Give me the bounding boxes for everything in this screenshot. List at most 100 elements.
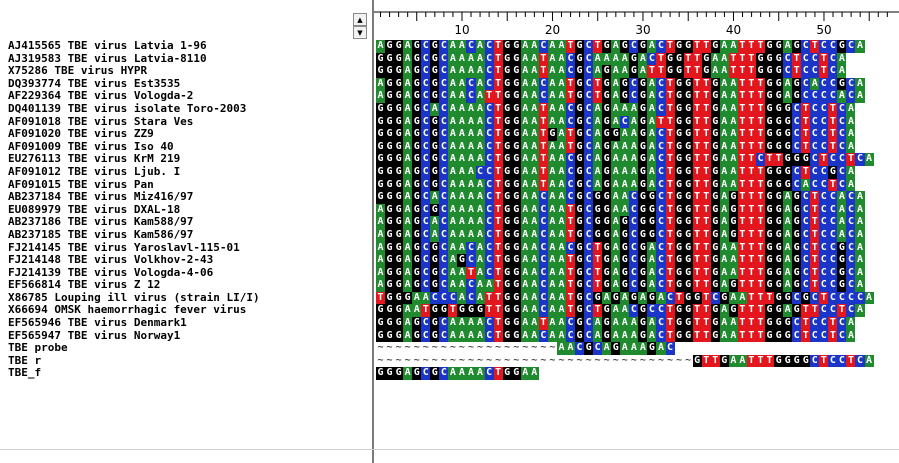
base-G: G bbox=[774, 52, 784, 66]
base-A: A bbox=[457, 165, 467, 179]
sequence-name[interactable]: DQ393774 TBE virus Est3535 bbox=[8, 76, 181, 90]
sequence-name[interactable]: EF565946 TBE virus Denmark1 bbox=[8, 316, 187, 330]
base-C: C bbox=[421, 128, 431, 141]
base-C: C bbox=[828, 266, 838, 280]
sequence-name[interactable]: AJ415565 TBE virus Latvia 1-96 bbox=[8, 39, 207, 52]
sequence-name[interactable]: X75286 TBE virus HYPR bbox=[8, 64, 148, 78]
base-G: G bbox=[412, 266, 422, 280]
base-G: G bbox=[611, 342, 621, 355]
base-G: G bbox=[394, 291, 404, 305]
base-T: T bbox=[710, 354, 720, 368]
base-T: T bbox=[493, 153, 503, 166]
base-C: C bbox=[801, 203, 811, 217]
base-C: C bbox=[656, 317, 666, 330]
sequence-name[interactable]: AB237186 TBE virus Kam588/97 bbox=[8, 215, 194, 229]
sequence-name[interactable]: AB237184 TBE virus Miz416/97 bbox=[8, 190, 194, 204]
base-A: A bbox=[647, 241, 657, 255]
base-A: A bbox=[611, 304, 621, 318]
gap: ~ bbox=[440, 354, 447, 366]
base-A: A bbox=[647, 128, 657, 141]
panel-divider[interactable] bbox=[372, 0, 374, 463]
base-G: G bbox=[394, 228, 404, 242]
base-A: A bbox=[475, 317, 485, 330]
scroll-up-arrow-icon[interactable]: ▲ bbox=[353, 13, 367, 26]
base-T: T bbox=[746, 304, 756, 318]
base-C: C bbox=[783, 65, 793, 78]
base-T: T bbox=[493, 203, 503, 217]
sequence-name[interactable]: AF091018 TBE virus Stara Ves bbox=[8, 114, 194, 128]
base-A: A bbox=[629, 165, 639, 179]
base-G: G bbox=[593, 203, 603, 217]
sequence-row[interactable]: ~ ~ ~ ~ ~ ~ ~ ~ ~ ~ ~ ~ ~ ~ ~ ~ ~ ~ ~ ~ ~ ~ ~ ~ ~ ~ ~ ~ ~ ~ ~ ~ ~ ~ ~ G T T G A… bbox=[376, 354, 899, 368]
base-C: C bbox=[846, 266, 856, 280]
sequence-name[interactable]: EF566814 TBE virus Z 12 bbox=[8, 278, 161, 292]
sequence-name[interactable]: FJ214148 TBE virus Volkhov-2-43 bbox=[8, 253, 214, 267]
base-A: A bbox=[547, 178, 557, 192]
sequence-name[interactable]: X86785 Louping ill virus (strain LI/I) bbox=[8, 290, 260, 304]
base-G: G bbox=[502, 140, 512, 154]
base-T: T bbox=[665, 228, 675, 242]
base-C: C bbox=[828, 354, 838, 368]
sequence-name[interactable]: FJ214139 TBE virus Vologda-4-06 bbox=[8, 265, 214, 279]
sequence-name[interactable]: X66694 OMSK haemorrhagic fever virus bbox=[8, 303, 247, 317]
base-G: G bbox=[376, 304, 386, 318]
sequence-name[interactable]: FJ214145 TBE virus Yaroslavl-115-01 bbox=[8, 240, 240, 254]
sequence-name[interactable]: TBE r bbox=[8, 353, 42, 367]
sequence-name[interactable]: TBE probe bbox=[8, 341, 68, 355]
base-A: A bbox=[529, 266, 539, 280]
base-G: G bbox=[638, 228, 648, 242]
sequence-name[interactable]: AF091012 TBE virus Ljub. I bbox=[8, 164, 181, 178]
gap: ~ bbox=[404, 342, 411, 354]
sequence-name[interactable]: AB237185 TBE virus Kam586/97 bbox=[8, 227, 194, 241]
sequence-name[interactable]: AF091020 TBE virus ZZ9 bbox=[8, 127, 154, 141]
base-T: T bbox=[692, 40, 702, 53]
base-C: C bbox=[629, 254, 639, 267]
sequence-row[interactable]: ~ ~ ~ ~ ~ ~ ~ ~ ~ ~ ~ ~ ~ ~ ~ ~ ~ ~ ~ ~ A A C G C A G A A A G A C bbox=[376, 342, 899, 355]
base-C: C bbox=[484, 216, 494, 229]
sequence-name[interactable]: EU276113 TBE virus KrM 219 bbox=[8, 152, 181, 166]
sequence-name[interactable]: EF565947 TBE virus Norway1 bbox=[8, 328, 181, 342]
base-G: G bbox=[611, 291, 621, 305]
scroll-down-arrow-icon[interactable]: ▼ bbox=[353, 26, 367, 39]
sequence-name[interactable]: AF229364 TBE virus Vologda-2 bbox=[8, 89, 194, 103]
base-A: A bbox=[475, 279, 485, 292]
base-G: G bbox=[774, 191, 784, 204]
base-A: A bbox=[529, 102, 539, 116]
sequence-name[interactable]: AJ319583 TBE virus Latvia-8110 bbox=[8, 51, 207, 65]
sequence-name[interactable]: EU089979 TBE virus DXAL-18 bbox=[8, 202, 181, 216]
base-A: A bbox=[475, 241, 485, 255]
sequence-name[interactable]: AF091009 TBE virus Iso 40 bbox=[8, 139, 174, 153]
base-G: G bbox=[575, 165, 585, 179]
base-C: C bbox=[584, 191, 594, 204]
base-A: A bbox=[520, 228, 530, 242]
sequence-name[interactable]: AF091015 TBE virus Pan bbox=[8, 177, 154, 191]
sequence-name[interactable]: TBE_f bbox=[8, 366, 42, 380]
sequence-name[interactable]: DQ401139 TBE virus isolate Toro-2003 bbox=[8, 101, 247, 115]
